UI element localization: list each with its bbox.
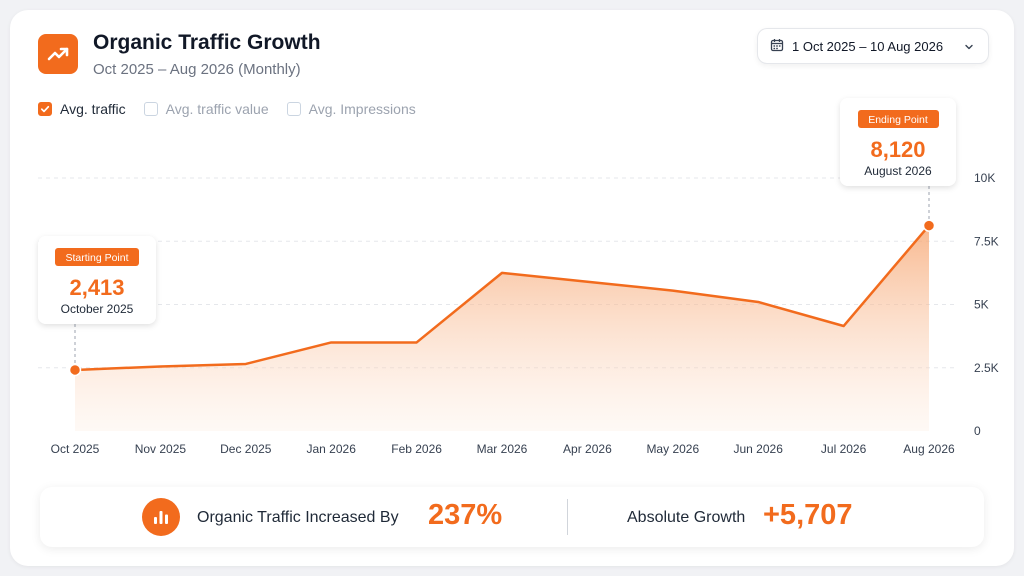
toggle-label: Avg. Impressions [308,101,416,117]
bar-chart-icon [142,498,180,536]
x-tick-label: Jun 2026 [734,442,784,456]
end-value: 8,120 [870,137,925,162]
summary-panel: Organic Traffic Increased By 237% Absolu… [40,487,984,547]
x-tick-label: Aug 2026 [903,442,955,456]
checkbox-unchecked[interactable] [143,102,158,116]
end-point-marker [922,219,936,232]
end-badge-label: Ending Point [868,114,928,126]
y-tick-label: 5K [974,298,989,312]
x-tick-label: Oct 2025 [51,442,100,456]
checkbox-unchecked[interactable] [286,102,301,116]
y-tick-label: 0 [974,424,981,438]
toggle-label: Avg. traffic value [165,101,269,117]
trend-up-icon [38,34,78,74]
y-tick-label: 7.5K [974,234,999,248]
end-callout: Ending Point 8,120 August 2026 [840,98,956,186]
x-tick-label: Feb 2026 [391,442,442,456]
increase-value: 237% [428,499,503,531]
chart-title: Organic Traffic Growth [93,31,321,54]
start-badge [55,248,139,266]
summary-divider [567,499,568,535]
end-badge [858,110,939,128]
date-range-button[interactable]: 1 Oct 2025 – 10 Aug 2026 [757,28,989,64]
absolute-growth-label: Absolute Growth [627,509,746,526]
area-fill [75,225,929,431]
start-badge-label: Starting Point [65,252,128,264]
y-tick-label: 10K [974,171,995,185]
metric-toggles: Avg. traffic Avg. traffic value Avg. Imp… [38,101,434,117]
start-point-marker [68,363,82,377]
toggle-avg-traffic[interactable]: Avg. traffic [38,101,126,117]
x-tick-label: Jul 2026 [821,442,867,456]
x-tick-label: May 2026 [646,442,699,456]
series-line [74,224,930,372]
toggle-avg-impressions[interactable]: Avg. Impressions [286,101,416,117]
y-tick-label: 2.5K [974,361,999,375]
end-date: August 2026 [864,164,932,178]
toggle-label: Avg. traffic [60,101,126,117]
checkbox-checked[interactable] [38,102,52,116]
x-tick-label: Apr 2026 [563,442,612,456]
calendar-icon [770,38,784,55]
x-tick-label: Jan 2026 [307,442,357,456]
absolute-growth-value: +5,707 [763,499,853,531]
start-date: October 2025 [61,302,134,316]
x-tick-label: Nov 2025 [135,442,187,456]
increase-label: Organic Traffic Increased By [197,509,399,526]
date-range-label: 1 Oct 2025 – 10 Aug 2026 [792,38,944,54]
x-tick-label: Mar 2026 [477,442,528,456]
start-callout: Starting Point 2,413 October 2025 [38,236,156,324]
chart-subtitle: Oct 2025 – Aug 2026 (Monthly) [93,61,301,78]
start-value: 2,413 [69,275,124,300]
x-tick-label: Dec 2025 [220,442,272,456]
chevron-down-icon [964,40,974,55]
toggle-avg-traffic-value[interactable]: Avg. traffic value [143,101,269,117]
